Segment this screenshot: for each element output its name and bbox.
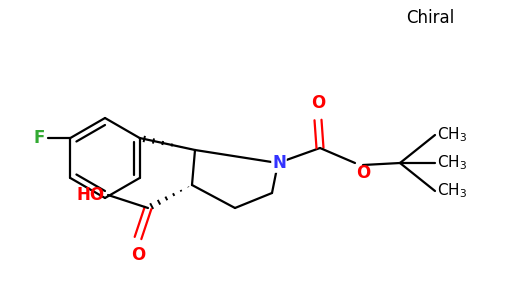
Text: Chiral: Chiral	[406, 9, 454, 27]
Text: HO: HO	[77, 186, 105, 204]
Text: F: F	[34, 129, 46, 147]
Text: CH$_3$: CH$_3$	[437, 182, 467, 200]
Text: O: O	[131, 246, 145, 264]
Text: CH$_3$: CH$_3$	[437, 154, 467, 172]
Text: O: O	[311, 94, 325, 112]
Text: N: N	[272, 154, 286, 172]
Text: O: O	[356, 164, 370, 182]
Text: CH$_3$: CH$_3$	[437, 126, 467, 144]
